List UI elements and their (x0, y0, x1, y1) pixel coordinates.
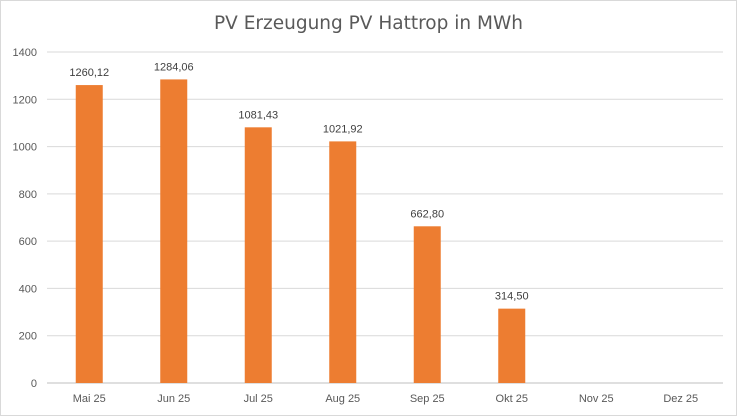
x-tick-label-6: Okt 25 (496, 393, 528, 405)
x-tick-label-2: Jun 25 (157, 393, 190, 405)
y-tick-label-400: 400 (19, 283, 37, 295)
bar-6 (498, 308, 526, 383)
x-tick-label-5: Sep 25 (410, 393, 445, 405)
data-label-2: 1284,06 (154, 61, 194, 73)
y-tick-label-1400: 1400 (13, 47, 37, 59)
x-tick-label-1: Mai 25 (73, 393, 106, 405)
bar-1 (75, 85, 103, 383)
y-tick-label-800: 800 (19, 189, 37, 201)
bar-2 (160, 79, 188, 383)
data-label-4: 1021,92 (323, 123, 363, 135)
bar-3 (244, 127, 272, 383)
data-label-6: 314,50 (495, 291, 529, 303)
y-tick-label-600: 600 (19, 236, 37, 248)
bar-5 (413, 226, 441, 383)
bar-4 (329, 141, 357, 383)
data-label-1: 1260,12 (69, 67, 109, 79)
x-tick-label-4: Aug 25 (325, 393, 360, 405)
y-tick-label-0: 0 (31, 378, 37, 390)
x-tick-label-3: Jul 25 (244, 393, 273, 405)
x-tick-label-8: Dez 25 (663, 393, 698, 405)
y-tick-label-1000: 1000 (13, 142, 37, 154)
data-label-5: 662,80 (410, 208, 444, 220)
y-tick-label-1200: 1200 (13, 94, 37, 106)
data-label-3: 1081,43 (238, 109, 278, 121)
y-tick-label-200: 200 (19, 331, 37, 343)
x-tick-label-7: Nov 25 (579, 393, 614, 405)
chart-title: PV Erzeugung PV Hattrop in MWh (214, 13, 523, 34)
